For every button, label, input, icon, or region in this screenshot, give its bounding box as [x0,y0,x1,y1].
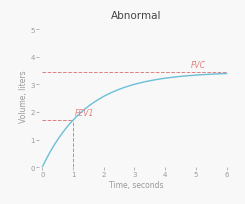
Y-axis label: Volume, liters: Volume, liters [19,70,28,122]
Title: Abnormal: Abnormal [111,11,161,21]
X-axis label: Time, seconds: Time, seconds [109,180,163,189]
Text: FEV1: FEV1 [74,109,94,118]
Text: FVC: FVC [191,60,206,69]
